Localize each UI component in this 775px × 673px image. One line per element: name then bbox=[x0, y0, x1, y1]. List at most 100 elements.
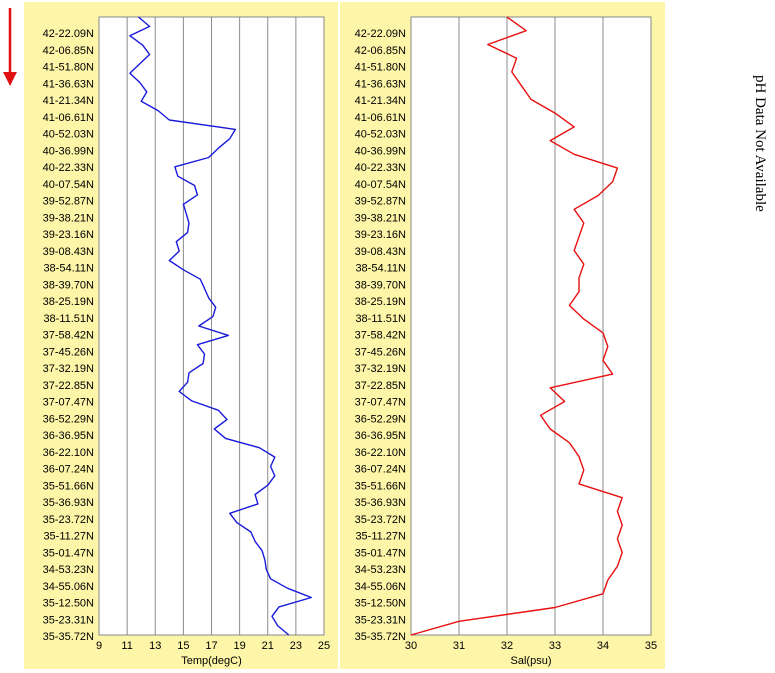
salinity-x-tick-label: 33 bbox=[549, 640, 561, 652]
temp-y-tick-label: 36-22.10N bbox=[43, 447, 94, 459]
salinity-y-tick-label: 34-55.06N bbox=[355, 581, 406, 593]
down-arrow-icon bbox=[3, 8, 17, 86]
salinity-y-tick-label: 41-51.80N bbox=[355, 62, 406, 74]
salinity-y-tick-label: 40-36.99N bbox=[355, 145, 406, 157]
temp-x-tick-label: 13 bbox=[149, 640, 161, 652]
ph-unavailable-note: pH Data Not Available bbox=[752, 75, 768, 212]
salinity-y-tick-label: 38-25.19N bbox=[355, 296, 406, 308]
salinity-y-tick-label: 38-54.11N bbox=[355, 263, 406, 275]
temp-y-tick-label: 36-07.24N bbox=[43, 464, 94, 476]
salinity-plot-frame bbox=[410, 16, 652, 636]
salinity-y-tick-label: 35-51.66N bbox=[355, 480, 406, 492]
temp-y-tick-label: 37-45.26N bbox=[43, 346, 94, 358]
salinity-y-tick-label: 35-01.47N bbox=[355, 547, 406, 559]
salinity-y-tick-label: 40-22.33N bbox=[355, 162, 406, 174]
temp-y-tick-label: 35-12.50N bbox=[43, 598, 94, 610]
temp-x-tick-label: 19 bbox=[234, 640, 246, 652]
temp-chart: 9 11 13 15 17 19 21 23 25 Temp(degC) 42-22.09N 42-0… bbox=[43, 16, 330, 667]
temp-series-line bbox=[129, 16, 312, 636]
salinity-y-tick-label: 37-22.85N bbox=[355, 380, 406, 392]
temp-plot-frame bbox=[98, 16, 325, 636]
temp-y-tick-label: 35-23.31N bbox=[43, 614, 94, 626]
salinity-y-tick-label: 35-36.93N bbox=[355, 497, 406, 509]
temp-y-tick-label: 38-11.51N bbox=[43, 313, 94, 325]
salinity-y-tick-label: 39-08.43N bbox=[355, 246, 406, 258]
salinity-y-tick-label: 35-23.31N bbox=[355, 614, 406, 626]
temp-x-tick-label: 9 bbox=[96, 640, 102, 652]
temp-y-tick-label: 40-52.03N bbox=[43, 129, 94, 141]
salinity-y-tick-label: 36-22.10N bbox=[355, 447, 406, 459]
salinity-y-tick-label: 42-06.85N bbox=[355, 45, 406, 57]
salinity-x-tick-label: 31 bbox=[453, 640, 465, 652]
temp-y-tick-label: 42-22.09N bbox=[43, 28, 94, 40]
salinity-series-line bbox=[410, 16, 623, 636]
temp-y-tick-label: 35-01.47N bbox=[43, 547, 94, 559]
salinity-y-tick-label: 39-52.87N bbox=[355, 196, 406, 208]
salinity-y-tick-label: 35-35.72N bbox=[355, 631, 406, 643]
temp-x-tick-label: 21 bbox=[262, 640, 274, 652]
temp-y-tick-label: 38-25.19N bbox=[43, 296, 94, 308]
temp-y-tick-label: 35-35.72N bbox=[43, 631, 94, 643]
temp-y-tick-label: 40-07.54N bbox=[43, 179, 94, 191]
temp-x-axis-label: Temp(degC) bbox=[181, 655, 242, 667]
salinity-y-tick-label: 35-23.72N bbox=[355, 514, 406, 526]
temp-y-tick-label: 41-06.61N bbox=[43, 112, 94, 124]
temp-y-tick-label: 40-36.99N bbox=[43, 145, 94, 157]
temp-y-tick-label: 39-52.87N bbox=[43, 196, 94, 208]
temp-y-tick-label: 35-23.72N bbox=[43, 514, 94, 526]
temp-y-tick-label: 41-51.80N bbox=[43, 62, 94, 74]
temp-y-tick-label: 39-23.16N bbox=[43, 229, 94, 241]
temp-y-tick-label: 41-21.34N bbox=[43, 95, 94, 107]
temp-y-tick-label: 39-38.21N bbox=[43, 212, 94, 224]
temp-y-tick-label: 38-39.70N bbox=[43, 279, 94, 291]
salinity-y-tick-label: 39-38.21N bbox=[355, 212, 406, 224]
salinity-y-tick-label: 34-53.23N bbox=[355, 564, 406, 576]
salinity-y-tick-label: 37-32.19N bbox=[355, 363, 406, 375]
temp-x-tick-label: 25 bbox=[318, 640, 330, 652]
temp-y-tick-label: 37-58.42N bbox=[43, 330, 94, 342]
salinity-y-tick-label: 35-11.27N bbox=[355, 531, 406, 543]
temp-x-tick-label: 23 bbox=[290, 640, 302, 652]
salinity-y-tick-label: 36-07.24N bbox=[355, 464, 406, 476]
salinity-x-axis-label: Sal(psu) bbox=[511, 655, 552, 667]
temp-y-tick-label: 34-55.06N bbox=[43, 581, 94, 593]
temp-y-tick-label: 41-36.63N bbox=[43, 78, 94, 90]
temp-y-tick-label: 39-08.43N bbox=[43, 246, 94, 258]
temp-y-tick-label: 40-22.33N bbox=[43, 162, 94, 174]
salinity-y-tick-label: 37-58.42N bbox=[355, 330, 406, 342]
temp-y-tick-label: 38-54.11N bbox=[43, 263, 94, 275]
salinity-y-tick-label: 37-45.26N bbox=[355, 346, 406, 358]
salinity-plot-area bbox=[411, 17, 651, 635]
temp-x-tick-label: 17 bbox=[205, 640, 217, 652]
salinity-x-tick-label: 35 bbox=[645, 640, 657, 652]
temp-y-tick-label: 36-52.29N bbox=[43, 413, 94, 425]
salinity-y-tick-label: 37-07.47N bbox=[355, 397, 406, 409]
salinity-y-tick-label: 36-52.29N bbox=[355, 413, 406, 425]
temp-y-tick-label: 34-53.23N bbox=[43, 564, 94, 576]
salinity-y-tick-label: 41-21.34N bbox=[355, 95, 406, 107]
salinity-y-tick-label: 39-23.16N bbox=[355, 229, 406, 241]
salinity-y-tick-label: 38-11.51N bbox=[355, 313, 406, 325]
temp-y-tick-label: 37-32.19N bbox=[43, 363, 94, 375]
salinity-y-tick-label: 42-22.09N bbox=[355, 28, 406, 40]
temp-y-tick-label: 35-51.66N bbox=[43, 480, 94, 492]
salinity-x-tick-label: 34 bbox=[597, 640, 609, 652]
salinity-y-tick-label: 40-52.03N bbox=[355, 129, 406, 141]
salinity-y-tick-label: 35-12.50N bbox=[355, 598, 406, 610]
salinity-y-tick-label: 38-39.70N bbox=[355, 279, 406, 291]
temp-y-tick-label: 37-22.85N bbox=[43, 380, 94, 392]
temp-x-tick-label: 11 bbox=[121, 640, 132, 652]
temp-x-tick-label: 15 bbox=[177, 640, 189, 652]
salinity-y-tick-label: 41-06.61N bbox=[355, 112, 406, 124]
salinity-x-tick-label: 30 bbox=[405, 640, 417, 652]
salinity-y-tick-label: 41-36.63N bbox=[355, 78, 406, 90]
temp-y-tick-label: 37-07.47N bbox=[43, 397, 94, 409]
salinity-chart: 30 31 32 33 34 35 Sal(psu) 42-22.09N 42-06.85N 41… bbox=[355, 16, 657, 667]
temp-y-tick-label: 36-36.95N bbox=[43, 430, 94, 442]
temp-y-tick-label: 42-06.85N bbox=[43, 45, 94, 57]
temp-y-tick-label: 35-11.27N bbox=[43, 531, 94, 543]
temp-y-tick-label: 35-36.93N bbox=[43, 497, 94, 509]
salinity-y-tick-label: 36-36.95N bbox=[355, 430, 406, 442]
salinity-x-tick-label: 32 bbox=[501, 640, 513, 652]
